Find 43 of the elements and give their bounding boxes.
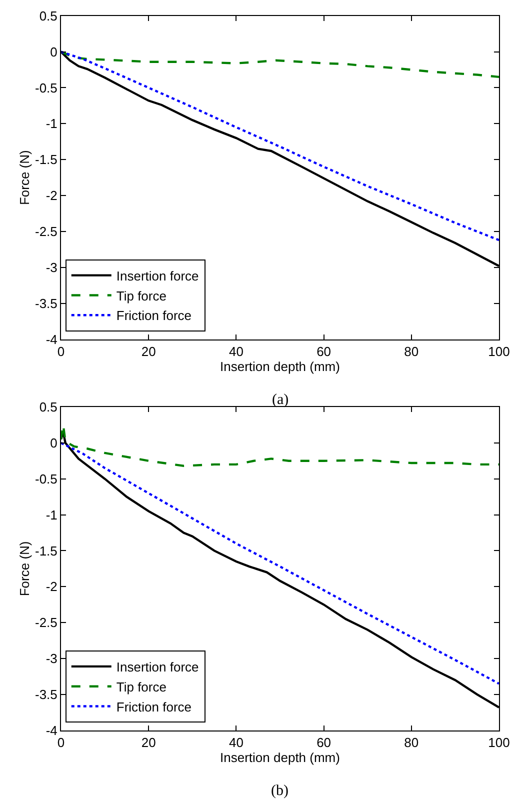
y-tick-label: -3 <box>46 260 58 275</box>
legend-label: Insertion force <box>116 660 199 675</box>
y-tick-label: -3.5 <box>34 296 58 311</box>
y-tick-label: -4 <box>46 332 58 347</box>
text: (b) <box>271 783 288 799</box>
y-tick-label: 0.5 <box>39 8 58 24</box>
x-tick-label: 20 <box>141 344 156 359</box>
x-axis-title: Insertion depth (mm) <box>220 358 340 374</box>
y-tick-label: 0 <box>50 435 58 450</box>
legend-label: Friction force <box>116 699 192 714</box>
y-tick-label: -4 <box>46 722 58 738</box>
x-tick-label: 100 <box>488 344 510 359</box>
y-tick-label: -0.5 <box>34 80 58 96</box>
x-tick-label: 40 <box>228 344 244 359</box>
y-tick-label: -1 <box>46 507 58 522</box>
y-tick-label: -3 <box>46 651 58 666</box>
x-tick-label: 20 <box>141 735 156 750</box>
y-axis-title: Force (N) <box>16 150 32 206</box>
y-tick-label: -3.5 <box>34 687 58 702</box>
x-tick-label: 100 <box>488 735 510 750</box>
y-tick-label: 0.5 <box>39 400 58 414</box>
legend-label: Insertion force <box>116 268 199 284</box>
y-tick-label: -2 <box>46 579 58 594</box>
annotation: (a) <box>272 392 289 408</box>
x-tick-label: 40 <box>228 735 244 750</box>
y-tick-label: -2.5 <box>34 615 58 630</box>
y-tick-label: -2 <box>46 188 58 204</box>
line-series <box>61 50 499 78</box>
x-tick-label: 60 <box>316 344 332 359</box>
x-tick-label: 80 <box>404 735 419 750</box>
legend-label: Tip force <box>116 288 166 304</box>
legend-label: Tip force <box>116 679 166 694</box>
x-axis-title: Insertion depth (mm) <box>220 750 340 766</box>
x-tick-label: 60 <box>316 735 332 750</box>
y-tick-label: -2.5 <box>34 224 58 240</box>
y-tick-label: -0.5 <box>34 471 58 486</box>
legend-label: Friction force <box>116 308 192 324</box>
y-tick-label: 0 <box>50 44 58 60</box>
x-tick-label: 80 <box>404 344 419 359</box>
y-tick-label: -1.5 <box>34 543 58 558</box>
y-tick-label: -1.5 <box>34 152 58 168</box>
y-tick-label: -1 <box>46 116 58 132</box>
y-axis-title: Force (N) <box>16 541 32 596</box>
